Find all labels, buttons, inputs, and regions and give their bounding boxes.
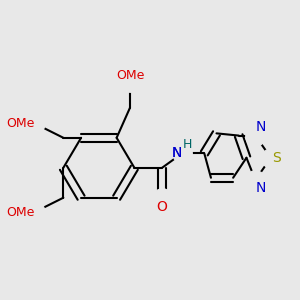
Text: N: N: [171, 146, 182, 160]
Text: S: S: [272, 151, 281, 165]
Text: O: O: [157, 200, 168, 214]
Text: OMe: OMe: [6, 206, 34, 219]
Text: OMe: OMe: [116, 69, 144, 82]
Text: N: N: [256, 181, 266, 195]
Text: N: N: [256, 121, 266, 134]
Text: OMe: OMe: [6, 117, 34, 130]
Text: H: H: [183, 138, 193, 151]
Text: N: N: [171, 146, 182, 160]
